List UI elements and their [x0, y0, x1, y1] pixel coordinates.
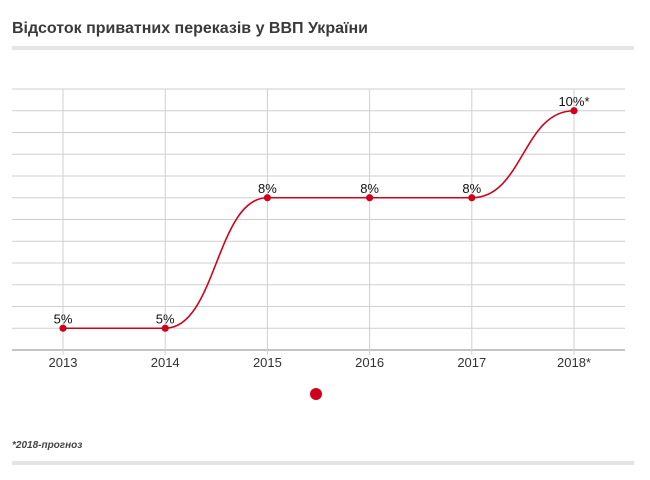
- x-tick-label: 2015: [253, 355, 282, 370]
- x-axis-ticks: 2013 2014 2015 2016 2017 2018*: [49, 355, 591, 370]
- data-label: 5%: [54, 311, 73, 326]
- data-point: [366, 194, 374, 202]
- data-points: [59, 107, 578, 332]
- chart-title: Відсоток приватних переказів у ВВП Украї…: [12, 20, 368, 37]
- data-label: 8%: [462, 181, 481, 196]
- chart-grid: [12, 88, 625, 355]
- legend-marker: [310, 388, 322, 400]
- x-tick-label: 2016: [355, 355, 384, 370]
- data-point: [570, 107, 578, 115]
- data-label: 5%: [156, 311, 175, 326]
- top-divider: [12, 46, 634, 50]
- data-labels: 5% 5% 8% 8% 8% 10%*: [54, 94, 590, 327]
- x-tick-label: 2014: [151, 355, 180, 370]
- data-point: [59, 324, 67, 332]
- x-tick-label: 2018*: [557, 355, 591, 370]
- x-tick-label: 2017: [457, 355, 486, 370]
- data-point: [468, 194, 476, 202]
- x-tick-label: 2013: [49, 355, 78, 370]
- data-point: [263, 194, 271, 202]
- data-label: 8%: [360, 181, 379, 196]
- data-point: [161, 324, 169, 332]
- data-label: 8%: [258, 181, 277, 196]
- data-label: 10%*: [558, 94, 589, 109]
- line-chart: 2013 2014 2015 2016 2017 2018* 5% 5% 8% 8% 8% 10%*: [12, 88, 625, 370]
- bottom-divider: [12, 461, 634, 465]
- footnote: *2018-прогноз: [12, 440, 83, 451]
